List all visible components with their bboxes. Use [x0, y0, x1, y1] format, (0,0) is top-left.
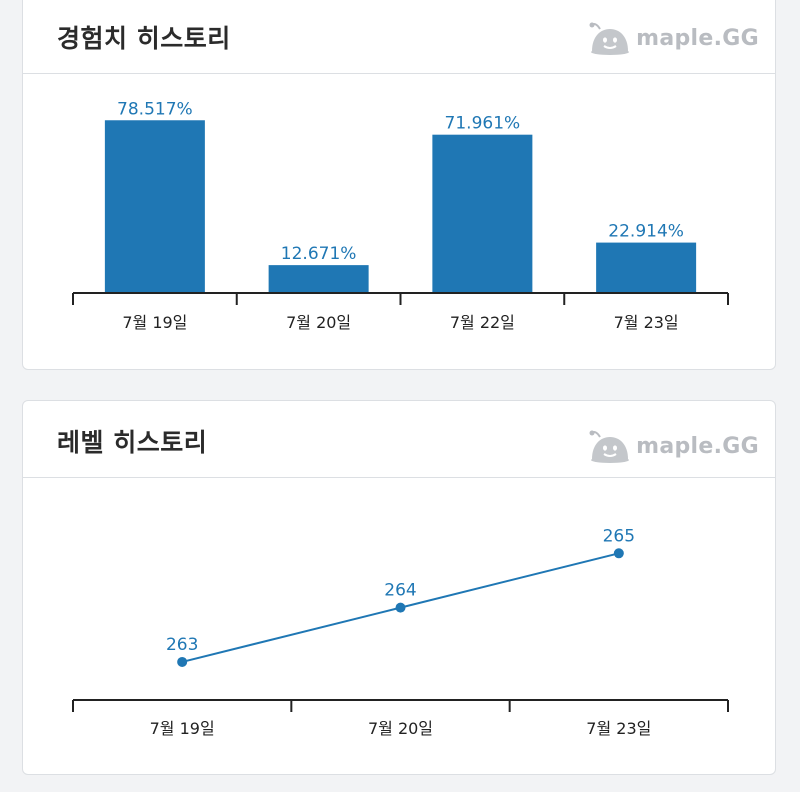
slime-mascot-icon	[589, 22, 630, 55]
exp-bar	[596, 242, 697, 293]
exp-bar	[432, 134, 533, 293]
level-history-header: 레벨 히스토리 maple.GG	[23, 401, 775, 478]
exp-value-label: 71.961%	[445, 114, 521, 134]
slime-mascot-icon	[589, 430, 630, 463]
exp-value-label: 22.914%	[608, 222, 684, 242]
level-point	[613, 548, 624, 559]
exp-bar-chart: 78.517% 7월 19일 12.671% 7월 20일 71.961% 7월 22일 2…	[72, 99, 729, 332]
level-point	[395, 602, 406, 613]
level-point	[177, 656, 188, 667]
exp-value-label: 78.517%	[117, 99, 193, 119]
brand-name: maple.GG	[636, 433, 759, 459]
exp-history-title: 경험치 히스토리	[57, 24, 231, 53]
level-history-card: 레벨 히스토리 maple.GG 263 7월 19일 264 7월 20일 265 7월…	[22, 400, 776, 775]
exp-tick-label: 7월 22일	[450, 313, 515, 332]
level-history-title: 레벨 히스토리	[57, 428, 208, 457]
exp-value-label: 12.671%	[281, 244, 357, 264]
level-tick-label: 7월 20일	[368, 719, 433, 738]
level-value-label: 265	[603, 526, 635, 546]
maplegg-logo: maple.GG	[588, 429, 759, 463]
exp-history-card: 경험치 히스토리 maple.GG 78.517% 7월 19일 12.671% 7월…	[22, 0, 776, 370]
exp-bar	[268, 265, 369, 293]
exp-tick-label: 7월 20일	[286, 313, 351, 332]
level-tick-label: 7월 23일	[586, 719, 651, 738]
level-tick-label: 7월 19일	[150, 719, 215, 738]
exp-bar	[104, 120, 205, 293]
level-value-label: 263	[166, 635, 198, 655]
exp-tick-label: 7월 19일	[122, 313, 187, 332]
maplegg-logo: maple.GG	[588, 21, 759, 55]
level-value-label: 264	[384, 581, 416, 601]
level-line-chart: 263 7월 19일 264 7월 20일 265 7월 23일	[72, 526, 729, 738]
exp-tick-label: 7월 23일	[614, 313, 679, 332]
brand-name: maple.GG	[636, 25, 759, 51]
exp-history-header: 경험치 히스토리 maple.GG	[23, 0, 775, 74]
